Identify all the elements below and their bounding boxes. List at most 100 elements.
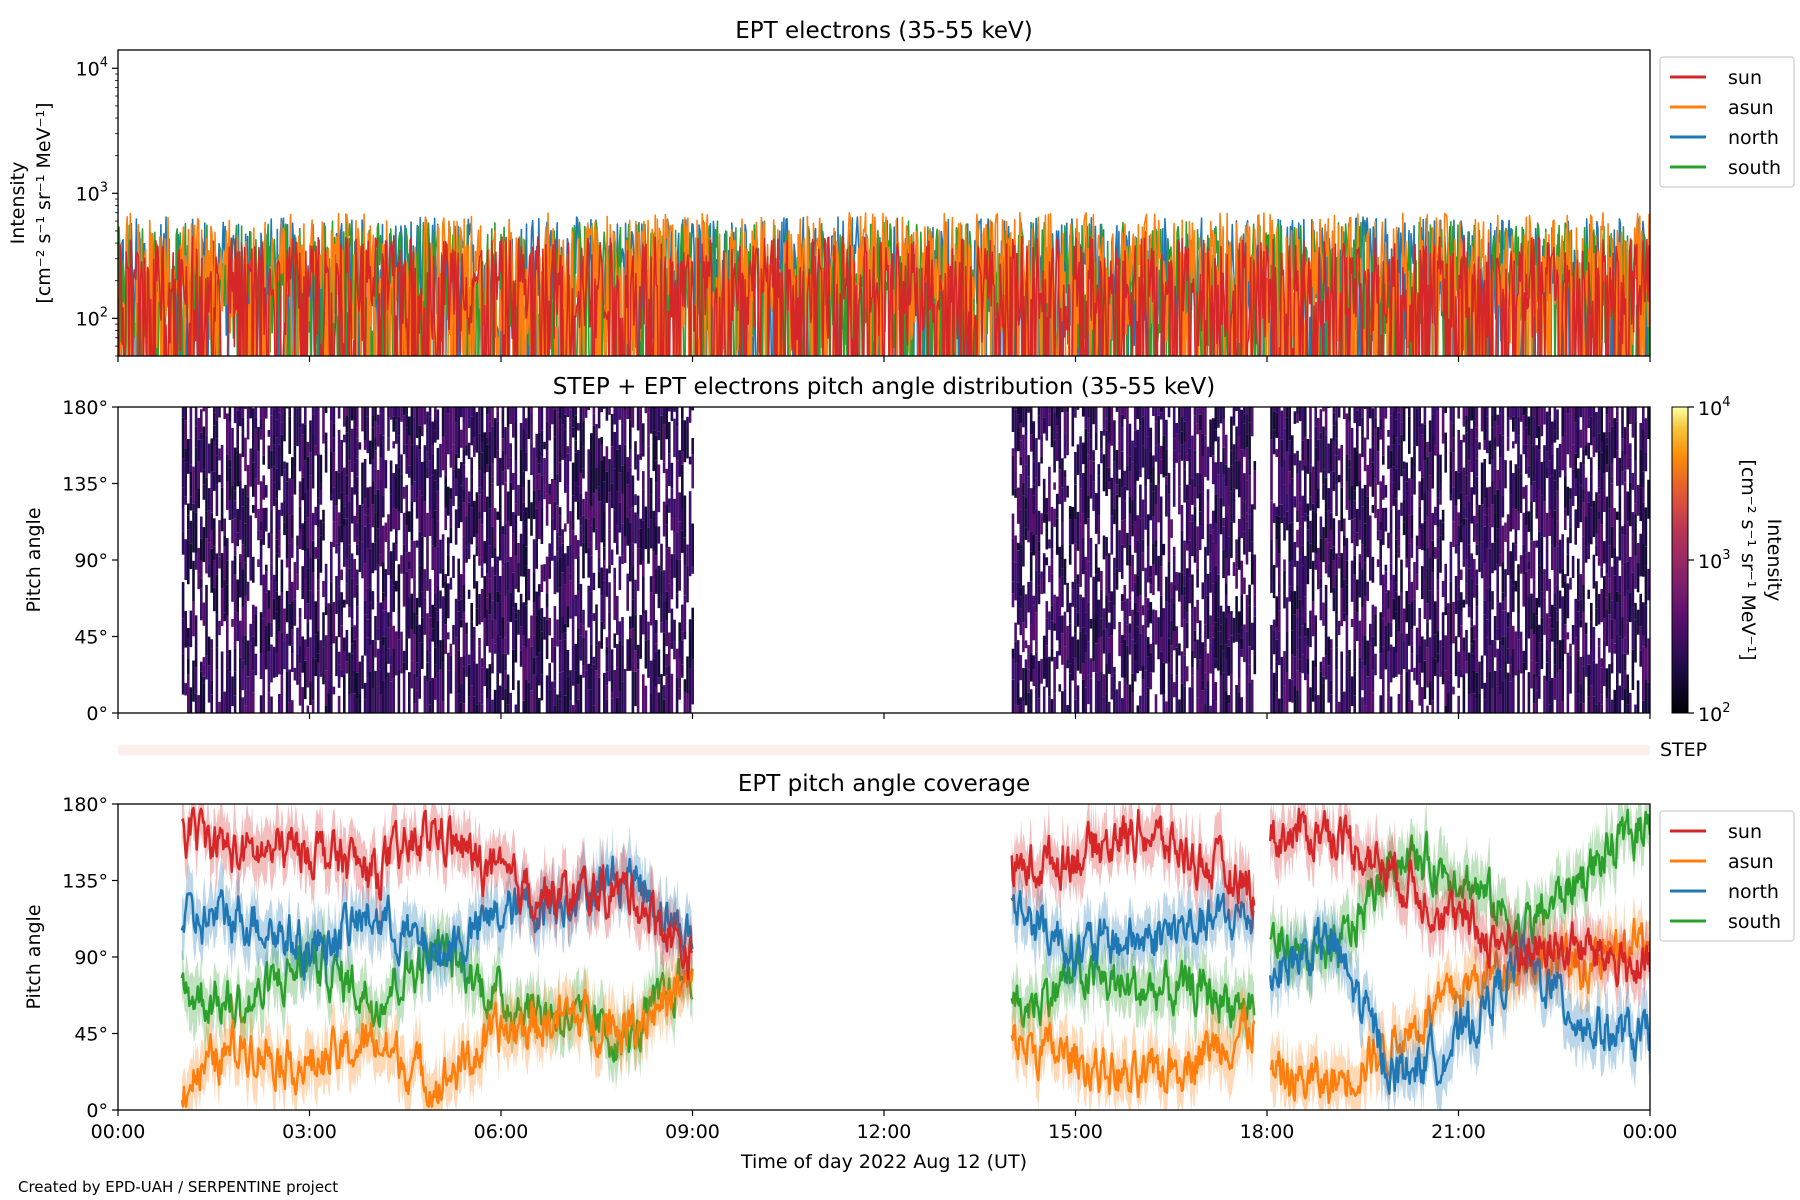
heatmap-cell	[1278, 438, 1281, 475]
heatmap-cell	[1522, 407, 1525, 416]
heatmap-cell	[457, 407, 460, 428]
heatmap-cell	[353, 625, 356, 640]
heatmap-cell	[317, 407, 320, 412]
heatmap-cell	[517, 562, 520, 593]
heatmap-cell	[517, 680, 520, 713]
heatmap-cell	[210, 639, 213, 649]
heatmap-cell	[1243, 624, 1246, 663]
heatmap-cell	[423, 407, 427, 425]
heatmap-cell	[512, 473, 515, 490]
heatmap-cell	[1050, 620, 1054, 649]
heatmap-cell	[1631, 649, 1635, 690]
heatmap-cell	[610, 691, 614, 699]
heatmap-cell	[454, 509, 458, 545]
heatmap-cell	[1248, 475, 1251, 508]
heatmap-cell	[1193, 630, 1197, 642]
heatmap-cell	[187, 637, 190, 647]
heatmap-cell	[1530, 444, 1533, 486]
heatmap-cell	[392, 585, 395, 612]
heatmap-cell	[1022, 622, 1025, 653]
heatmap-cell	[1483, 526, 1486, 564]
heatmap-cell	[415, 498, 419, 519]
heatmap-cell	[1566, 554, 1570, 577]
heatmap-cell	[1473, 625, 1476, 640]
heatmap-cell	[376, 425, 380, 447]
heatmap-cell	[1358, 561, 1362, 598]
heatmap-cell	[548, 556, 551, 579]
heatmap-cell	[335, 504, 338, 544]
heatmap-cell	[1642, 544, 1645, 577]
heatmap-cell	[1561, 662, 1564, 702]
heatmap-cell	[220, 651, 224, 692]
heatmap-cell	[1452, 423, 1455, 438]
heatmap-cell	[285, 407, 289, 409]
heatmap-cell	[1097, 475, 1101, 516]
heatmap-cell	[499, 636, 502, 674]
heatmap-cell	[1413, 599, 1416, 626]
heatmap-cell	[1444, 407, 1447, 413]
heatmap-cell	[1027, 407, 1030, 413]
heatmap-cell	[1551, 628, 1554, 642]
heatmap-cell	[1042, 478, 1046, 523]
heatmap-cell	[1144, 618, 1147, 635]
heatmap-cell	[259, 559, 263, 586]
heatmap-cell	[1298, 557, 1302, 600]
heatmap-cell	[1209, 419, 1212, 457]
heatmap-cell	[1222, 430, 1225, 448]
heatmap-cell	[356, 476, 359, 505]
heatmap-cell	[226, 668, 229, 713]
heatmap-cell	[340, 492, 343, 525]
heatmap-cell	[200, 560, 203, 579]
heatmap-cell	[595, 645, 598, 670]
heatmap-cell	[1590, 409, 1593, 417]
heatmap-cell	[564, 639, 567, 664]
heatmap-cell	[1022, 434, 1025, 443]
heatmap-cell	[1240, 697, 1244, 713]
heatmap-cell	[1462, 525, 1466, 567]
heatmap-cell	[1436, 497, 1440, 528]
colorbar-gradient	[1671, 406, 1689, 714]
heatmap-cell	[1605, 407, 1609, 415]
heatmap-cell	[665, 620, 668, 647]
heatmap-cell	[1201, 680, 1205, 691]
heatmap-cell	[527, 638, 531, 683]
heatmap-cell	[236, 532, 239, 547]
heatmap-cell	[1076, 511, 1080, 551]
heatmap-cell	[571, 462, 575, 496]
heatmap-cell	[595, 467, 598, 490]
heatmap-cell	[1371, 556, 1375, 583]
heatmap-cell	[1032, 460, 1036, 485]
heatmap-cell	[369, 548, 372, 588]
heatmap-cell	[486, 444, 489, 465]
heatmap-cell	[363, 514, 367, 527]
heatmap-cell	[340, 524, 343, 543]
heatmap-cell	[1465, 661, 1468, 674]
heatmap-cell	[1278, 553, 1281, 566]
heatmap-cell	[1170, 620, 1173, 646]
heatmap-cell	[545, 619, 549, 660]
heatmap-cell	[610, 446, 614, 461]
heatmap-cell	[1577, 650, 1580, 694]
heatmap-cell	[1642, 635, 1645, 647]
heatmap-cell	[436, 447, 440, 491]
heatmap-cell	[1379, 429, 1382, 440]
heatmap-cell	[642, 423, 645, 443]
heatmap-cell	[1063, 435, 1067, 459]
heatmap-cell	[1285, 451, 1289, 494]
heatmap-cell	[317, 579, 320, 591]
heatmap-cell	[579, 623, 583, 636]
heatmap-cell	[1152, 641, 1155, 673]
heatmap-cell	[1011, 448, 1015, 456]
heatmap-cell	[1475, 458, 1479, 477]
heatmap-cell	[631, 543, 635, 551]
heatmap-cell	[636, 644, 640, 670]
heatmap-cell	[1374, 478, 1377, 519]
heatmap-cell	[353, 420, 356, 463]
heatmap-cell	[304, 493, 307, 521]
heatmap-cell	[1128, 623, 1132, 634]
heatmap-cell	[587, 663, 590, 690]
heatmap-cell	[405, 637, 408, 671]
heatmap-cell	[543, 484, 546, 500]
heatmap-cell	[1024, 435, 1028, 465]
heatmap-cell	[1296, 407, 1299, 414]
